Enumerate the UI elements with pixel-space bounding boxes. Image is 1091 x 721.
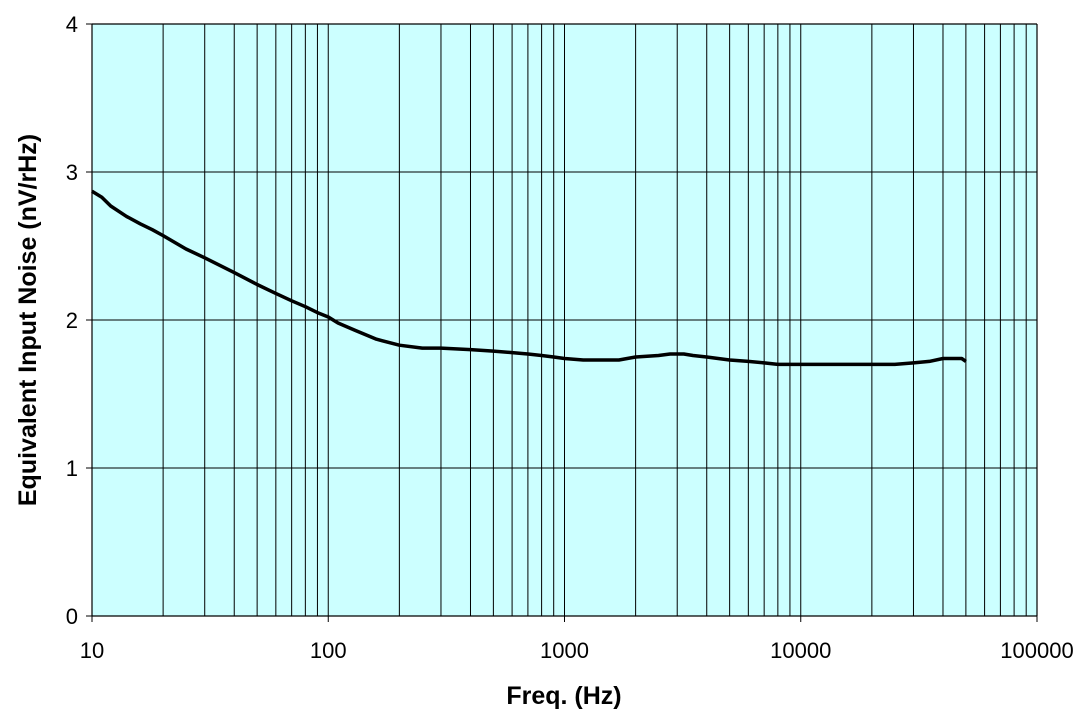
- grid: [86, 23, 1038, 622]
- x-tick-label: 100000: [1000, 638, 1073, 663]
- x-axis-title: Freq. (Hz): [506, 682, 621, 710]
- y-tick-label: 2: [66, 308, 78, 333]
- series-group: [91, 189, 967, 367]
- noise-series-line: [91, 189, 967, 367]
- y-axis-title: Equivalent Input Noise (nV/rHz): [14, 134, 42, 506]
- y-tick-label: 3: [66, 160, 78, 185]
- x-tick-label: 10000: [770, 638, 831, 663]
- tick-labels: 10 100 1000 10000 100000 0 1 2 3 4: [66, 12, 1074, 663]
- x-tick-label: 100: [310, 638, 347, 663]
- y-tick-label: 0: [66, 604, 78, 629]
- y-tick-label: 1: [66, 456, 78, 481]
- x-tick-label: 1000: [540, 638, 589, 663]
- x-tick-label: 10: [80, 638, 104, 663]
- y-tick-label: 4: [66, 12, 78, 37]
